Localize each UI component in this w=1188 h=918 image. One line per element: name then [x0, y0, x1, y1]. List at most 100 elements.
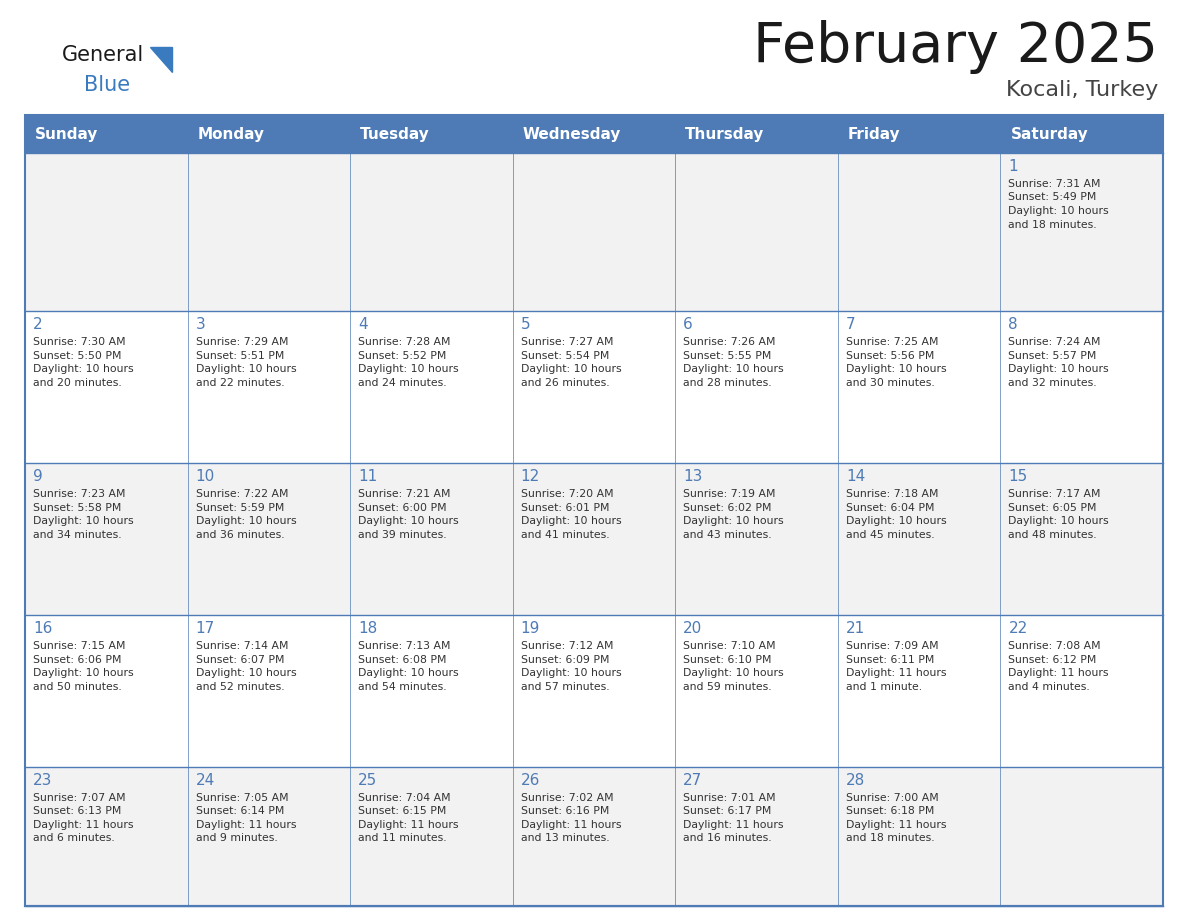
Text: Sunset: 6:06 PM: Sunset: 6:06 PM: [33, 655, 121, 665]
Text: Blue: Blue: [84, 75, 131, 95]
Text: and 54 minutes.: and 54 minutes.: [358, 681, 447, 691]
Text: Sunrise: 7:24 AM: Sunrise: 7:24 AM: [1009, 337, 1101, 347]
Text: 1: 1: [1009, 159, 1018, 174]
Text: 8: 8: [1009, 318, 1018, 332]
Text: and 41 minutes.: and 41 minutes.: [520, 530, 609, 540]
Text: 25: 25: [358, 773, 378, 788]
Text: Sunset: 5:51 PM: Sunset: 5:51 PM: [196, 351, 284, 361]
Text: Tuesday: Tuesday: [360, 127, 430, 141]
Text: 7: 7: [846, 318, 855, 332]
Text: Daylight: 10 hours: Daylight: 10 hours: [683, 364, 784, 375]
Text: 2: 2: [33, 318, 43, 332]
Text: Daylight: 10 hours: Daylight: 10 hours: [683, 516, 784, 526]
Text: General: General: [62, 45, 144, 65]
Text: Sunrise: 7:01 AM: Sunrise: 7:01 AM: [683, 793, 776, 803]
Text: and 30 minutes.: and 30 minutes.: [846, 378, 935, 387]
Text: and 11 minutes.: and 11 minutes.: [358, 834, 447, 844]
Text: Sunset: 6:04 PM: Sunset: 6:04 PM: [846, 503, 934, 512]
Text: Sunday: Sunday: [34, 127, 99, 141]
Text: Daylight: 11 hours: Daylight: 11 hours: [846, 668, 947, 678]
Text: 24: 24: [196, 773, 215, 788]
Text: Daylight: 11 hours: Daylight: 11 hours: [33, 820, 133, 830]
Text: Sunset: 6:15 PM: Sunset: 6:15 PM: [358, 806, 447, 816]
Text: Sunrise: 7:02 AM: Sunrise: 7:02 AM: [520, 793, 613, 803]
Text: Sunrise: 7:07 AM: Sunrise: 7:07 AM: [33, 793, 126, 803]
Polygon shape: [150, 47, 172, 72]
Text: Sunset: 5:56 PM: Sunset: 5:56 PM: [846, 351, 934, 361]
Bar: [25, 115, 1163, 153]
Text: Daylight: 10 hours: Daylight: 10 hours: [846, 364, 947, 375]
Text: Sunrise: 7:15 AM: Sunrise: 7:15 AM: [33, 641, 126, 651]
Bar: [25, 115, 1163, 906]
Text: 3: 3: [196, 318, 206, 332]
Text: Daylight: 11 hours: Daylight: 11 hours: [1009, 668, 1108, 678]
Text: and 39 minutes.: and 39 minutes.: [358, 530, 447, 540]
Text: Sunset: 5:59 PM: Sunset: 5:59 PM: [196, 503, 284, 512]
Text: Sunset: 6:09 PM: Sunset: 6:09 PM: [520, 655, 609, 665]
Text: Sunset: 6:02 PM: Sunset: 6:02 PM: [683, 503, 772, 512]
Bar: [25, 767, 1163, 906]
Text: Sunset: 6:07 PM: Sunset: 6:07 PM: [196, 655, 284, 665]
Text: Daylight: 10 hours: Daylight: 10 hours: [520, 364, 621, 375]
Text: Sunrise: 7:10 AM: Sunrise: 7:10 AM: [683, 641, 776, 651]
Text: Daylight: 10 hours: Daylight: 10 hours: [196, 364, 296, 375]
Text: Sunset: 6:11 PM: Sunset: 6:11 PM: [846, 655, 934, 665]
Bar: [25, 464, 1163, 615]
Text: and 43 minutes.: and 43 minutes.: [683, 530, 772, 540]
Text: Friday: Friday: [848, 127, 901, 141]
Text: Daylight: 10 hours: Daylight: 10 hours: [196, 668, 296, 678]
Text: Sunrise: 7:22 AM: Sunrise: 7:22 AM: [196, 489, 287, 499]
Text: and 59 minutes.: and 59 minutes.: [683, 681, 772, 691]
Text: Sunset: 5:55 PM: Sunset: 5:55 PM: [683, 351, 772, 361]
Text: Daylight: 10 hours: Daylight: 10 hours: [358, 364, 459, 375]
Bar: [25, 615, 1163, 767]
Text: and 52 minutes.: and 52 minutes.: [196, 681, 284, 691]
Text: Sunset: 6:08 PM: Sunset: 6:08 PM: [358, 655, 447, 665]
Text: Sunset: 6:10 PM: Sunset: 6:10 PM: [683, 655, 772, 665]
Text: and 48 minutes.: and 48 minutes.: [1009, 530, 1097, 540]
Text: Thursday: Thursday: [685, 127, 765, 141]
Text: 27: 27: [683, 773, 702, 788]
Text: Daylight: 10 hours: Daylight: 10 hours: [358, 516, 459, 526]
Text: Daylight: 10 hours: Daylight: 10 hours: [520, 668, 621, 678]
Text: 26: 26: [520, 773, 541, 788]
Text: Daylight: 10 hours: Daylight: 10 hours: [33, 364, 133, 375]
Text: 20: 20: [683, 621, 702, 636]
Text: and 32 minutes.: and 32 minutes.: [1009, 378, 1097, 387]
Text: 6: 6: [683, 318, 693, 332]
Text: 14: 14: [846, 469, 865, 484]
Text: Sunrise: 7:28 AM: Sunrise: 7:28 AM: [358, 337, 450, 347]
Text: 9: 9: [33, 469, 43, 484]
Text: 13: 13: [683, 469, 702, 484]
Text: Sunrise: 7:04 AM: Sunrise: 7:04 AM: [358, 793, 450, 803]
Text: Sunset: 5:54 PM: Sunset: 5:54 PM: [520, 351, 609, 361]
Text: 17: 17: [196, 621, 215, 636]
Text: Sunset: 6:12 PM: Sunset: 6:12 PM: [1009, 655, 1097, 665]
Text: and 57 minutes.: and 57 minutes.: [520, 681, 609, 691]
Text: and 18 minutes.: and 18 minutes.: [1009, 219, 1097, 230]
Text: 23: 23: [33, 773, 52, 788]
Text: Daylight: 10 hours: Daylight: 10 hours: [846, 516, 947, 526]
Text: Daylight: 11 hours: Daylight: 11 hours: [683, 820, 784, 830]
Text: Sunset: 6:18 PM: Sunset: 6:18 PM: [846, 806, 934, 816]
Text: Sunrise: 7:18 AM: Sunrise: 7:18 AM: [846, 489, 939, 499]
Text: Sunrise: 7:26 AM: Sunrise: 7:26 AM: [683, 337, 776, 347]
Text: Sunset: 5:52 PM: Sunset: 5:52 PM: [358, 351, 447, 361]
Text: and 28 minutes.: and 28 minutes.: [683, 378, 772, 387]
Text: Sunset: 5:49 PM: Sunset: 5:49 PM: [1009, 193, 1097, 203]
Text: Sunrise: 7:09 AM: Sunrise: 7:09 AM: [846, 641, 939, 651]
Text: Daylight: 11 hours: Daylight: 11 hours: [846, 820, 947, 830]
Text: Sunset: 6:01 PM: Sunset: 6:01 PM: [520, 503, 609, 512]
Text: Sunrise: 7:08 AM: Sunrise: 7:08 AM: [1009, 641, 1101, 651]
Text: Sunset: 6:05 PM: Sunset: 6:05 PM: [1009, 503, 1097, 512]
Text: Daylight: 11 hours: Daylight: 11 hours: [520, 820, 621, 830]
Text: Sunrise: 7:05 AM: Sunrise: 7:05 AM: [196, 793, 289, 803]
Text: Sunset: 5:50 PM: Sunset: 5:50 PM: [33, 351, 121, 361]
Text: Sunrise: 7:14 AM: Sunrise: 7:14 AM: [196, 641, 287, 651]
Text: Monday: Monday: [197, 127, 265, 141]
Text: Sunset: 5:58 PM: Sunset: 5:58 PM: [33, 503, 121, 512]
Text: and 6 minutes.: and 6 minutes.: [33, 834, 115, 844]
Text: Sunrise: 7:23 AM: Sunrise: 7:23 AM: [33, 489, 126, 499]
Text: Daylight: 10 hours: Daylight: 10 hours: [33, 668, 133, 678]
Text: and 36 minutes.: and 36 minutes.: [196, 530, 284, 540]
